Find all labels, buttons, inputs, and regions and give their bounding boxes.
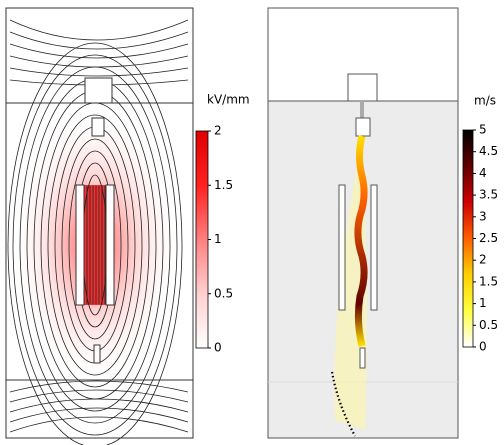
colorbar-tick-label: 2 bbox=[214, 124, 222, 138]
streamline bbox=[9, 398, 189, 413]
colorbar bbox=[195, 130, 209, 349]
streamline bbox=[9, 416, 189, 433]
streamlines bbox=[7, 19, 189, 445]
streamline bbox=[9, 31, 189, 50]
streamline bbox=[9, 19, 189, 41]
streamline bbox=[9, 55, 189, 68]
colorbar-tick-label: 5 bbox=[479, 123, 487, 137]
velocity-panel bbox=[267, 7, 459, 439]
nozzle-box bbox=[84, 77, 113, 104]
streamline bbox=[12, 54, 178, 436]
collector bbox=[93, 344, 101, 364]
streamline bbox=[47, 114, 143, 376]
nozzle bbox=[355, 117, 371, 137]
jet bbox=[354, 135, 368, 347]
streamline bbox=[9, 407, 189, 423]
colorbar-tick-label: 0 bbox=[479, 340, 487, 354]
streamline bbox=[9, 67, 189, 77]
electrode bbox=[370, 184, 378, 311]
collector bbox=[359, 347, 366, 369]
streamline bbox=[9, 43, 189, 59]
colorbar-tick-label: 0 bbox=[214, 341, 222, 355]
colorbar-label: m/s bbox=[474, 94, 496, 108]
colorbar-tick-label: 4 bbox=[479, 166, 487, 180]
streamline bbox=[68, 150, 122, 340]
colorbar-tick-label: 1 bbox=[214, 232, 222, 246]
nozzle bbox=[91, 117, 105, 137]
colorbar-tick-label: 0.5 bbox=[214, 286, 233, 300]
nozzle-box bbox=[347, 73, 378, 102]
colorbar-tick-label: 1.5 bbox=[479, 274, 498, 288]
needle bbox=[360, 101, 364, 119]
electrode bbox=[75, 184, 85, 306]
streamline bbox=[7, 42, 183, 445]
colorbar bbox=[462, 129, 474, 348]
colorbar-tick-label: 2.5 bbox=[479, 231, 498, 245]
electrode bbox=[105, 184, 115, 306]
streamline bbox=[9, 389, 189, 403]
colorbar-tick-label: 3 bbox=[479, 209, 487, 223]
streamline bbox=[9, 380, 189, 393]
colorbar-tick-label: 2 bbox=[479, 253, 487, 267]
colorbar-tick-label: 4.5 bbox=[479, 144, 498, 158]
electrode bbox=[338, 184, 346, 311]
colorbar-tick-label: 1.5 bbox=[214, 178, 233, 192]
field-panel bbox=[5, 7, 194, 445]
colorbar-tick-label: 0.5 bbox=[479, 318, 498, 332]
colorbar-tick-label: 1 bbox=[479, 296, 487, 310]
colorbar-tick-label: 3.5 bbox=[479, 188, 498, 202]
colorbar-label: kV/mm bbox=[207, 93, 250, 107]
